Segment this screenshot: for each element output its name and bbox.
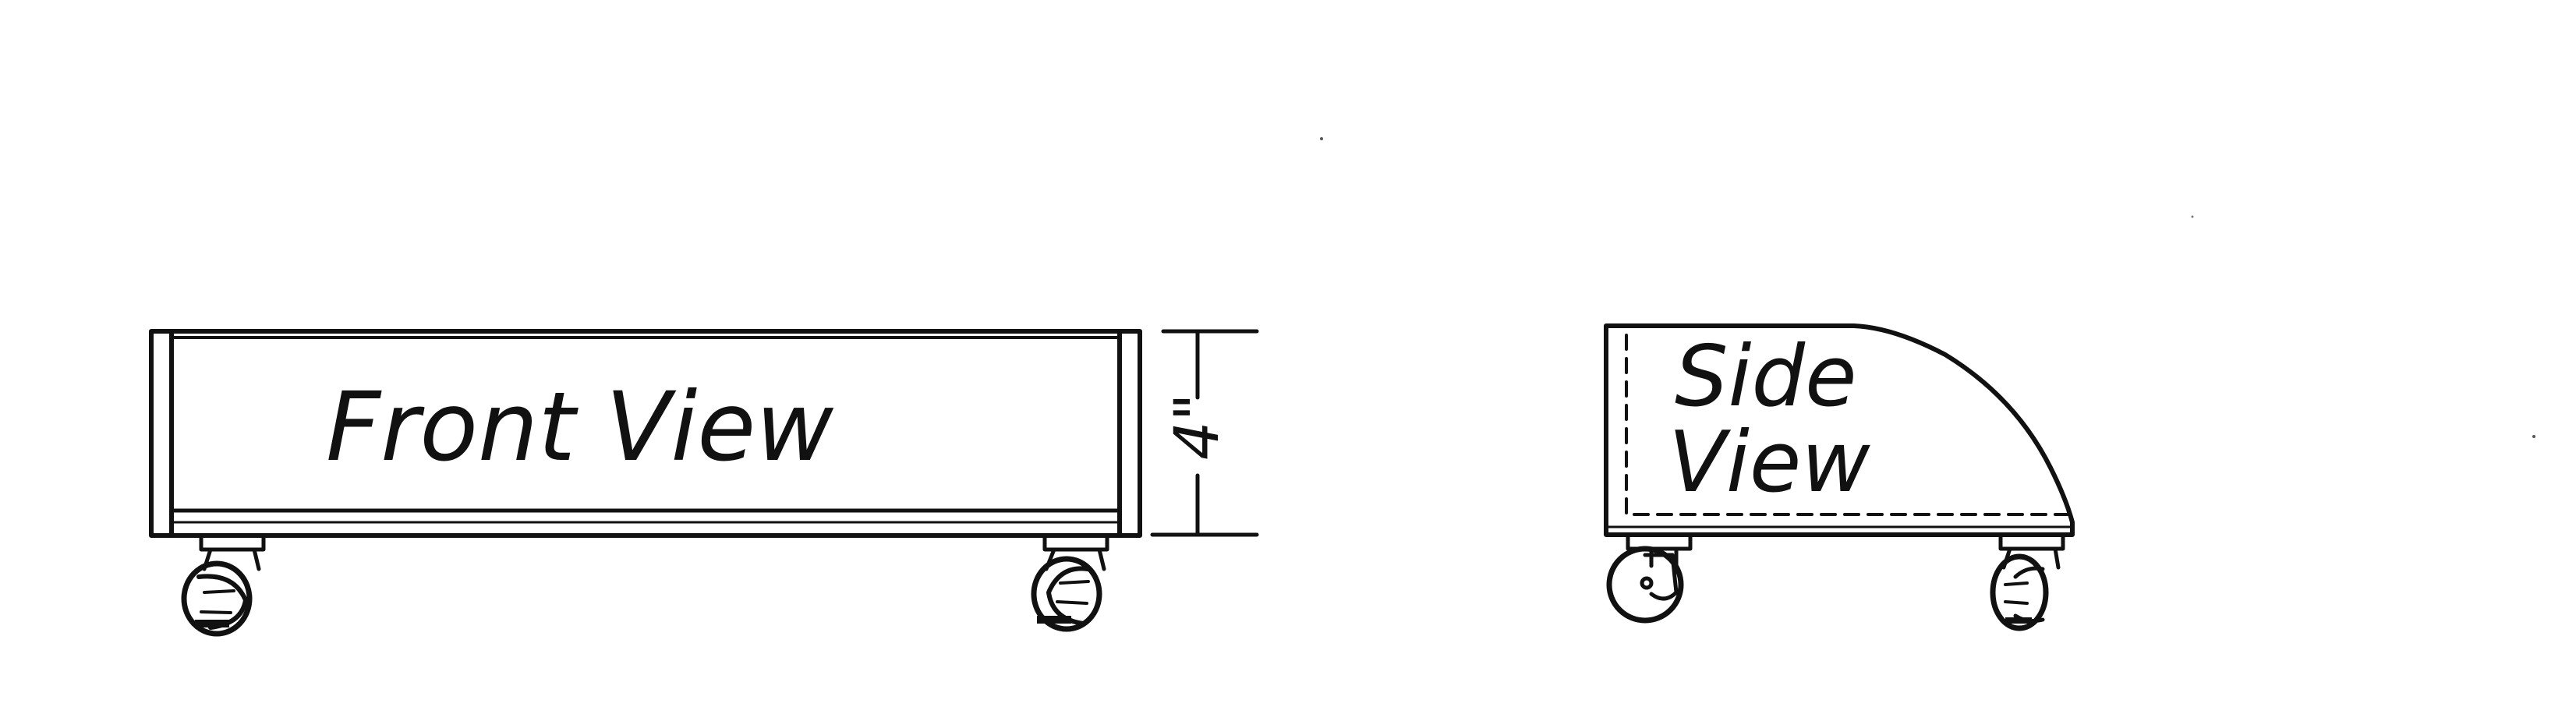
side-left-caster [1606,532,1693,624]
front-view-box-outline [149,329,1142,538]
front-left-caster [181,533,266,637]
front-view: Front View 4" [149,329,1259,637]
front-right-caster [1031,533,1109,632]
side-view-body-outline [1604,323,2075,537]
side-view: Side View [1604,323,2075,631]
front-view-label: Front View [326,372,833,482]
side-view-label-line2: View [1668,414,1870,511]
side-right-caster [1990,532,2065,631]
side-view-hidden-lines [1625,334,2069,516]
paper-specks [1320,137,2535,438]
dimension-label: 4" [1162,393,1233,460]
front-view-height-dimension: 4" [1150,329,1259,537]
side-view-label-line1: Side [1675,328,1857,426]
